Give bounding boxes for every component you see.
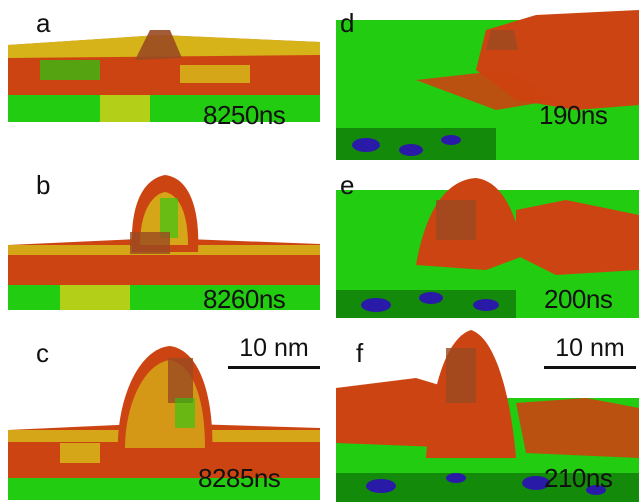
time-label-b: 8260ns	[203, 284, 286, 314]
panel-c: c 10 nm 8285ns	[0, 318, 320, 502]
scale-bar-right-line	[544, 366, 636, 369]
panel-d-image	[336, 10, 639, 160]
scale-bar-right-label: 10 nm	[555, 334, 625, 362]
panel-d: d 190ns	[336, 0, 639, 160]
time-label-e: 200ns	[544, 284, 613, 314]
panel-f: f 10 nm 210ns	[336, 318, 639, 502]
panel-letter-d: d	[340, 8, 355, 38]
panel-letter-c: c	[36, 338, 49, 368]
panel-a: a 8250ns	[0, 0, 320, 160]
panel-letter-b: b	[36, 170, 51, 200]
time-label-f: 210ns	[544, 463, 613, 493]
time-label-c: 8285ns	[198, 463, 281, 493]
panel-e: e 200ns	[336, 160, 639, 318]
panel-f-image	[336, 330, 639, 502]
time-label-d: 190ns	[539, 100, 608, 130]
panel-b: b 8260ns	[0, 160, 320, 318]
time-label-a: 8250ns	[203, 100, 286, 130]
panel-e-image	[336, 178, 639, 318]
panel-letter-e: e	[340, 170, 355, 200]
scale-bar-left: 10 nm	[228, 336, 320, 369]
scale-bar-left-line	[228, 366, 320, 369]
panel-a-image	[8, 30, 320, 122]
panel-letter-f: f	[356, 338, 364, 368]
panel-c-image	[8, 346, 320, 500]
panel-letter-a: a	[36, 8, 51, 38]
panel-b-image	[8, 175, 320, 310]
scale-bar-right: 10 nm	[544, 336, 636, 369]
scale-bar-left-label: 10 nm	[239, 334, 309, 362]
